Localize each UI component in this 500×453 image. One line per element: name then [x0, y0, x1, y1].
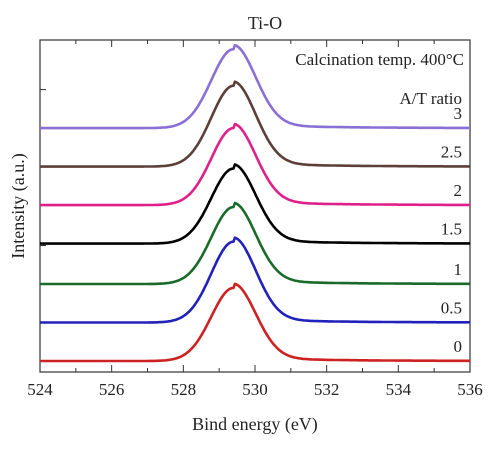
chart-title: Ti-O	[248, 13, 282, 33]
series-line-3	[40, 43, 470, 130]
x-tick-label: 532	[314, 380, 340, 399]
series-curves	[40, 43, 470, 363]
x-tick-label: 534	[386, 380, 412, 399]
x-tick-label: 528	[171, 380, 197, 399]
series-label: 0.5	[441, 299, 462, 318]
series-line-1.5	[40, 163, 470, 245]
series-line-0.5	[40, 236, 470, 324]
x-axis-ticks: 524 526 528 530 532 534 536	[27, 40, 483, 399]
series-label: 2.5	[441, 143, 462, 162]
x-axis-label: Bind energy (eV)	[192, 414, 318, 435]
x-tick-label: 524	[27, 380, 53, 399]
series-line-1	[40, 201, 470, 286]
series-label: 1	[454, 260, 463, 279]
x-tick-label: 536	[457, 380, 483, 399]
series-label: 0	[454, 337, 463, 356]
series-label: 3	[454, 104, 463, 123]
y-axis-label: Intensity (a.u.)	[8, 153, 29, 258]
series-line-2.5	[40, 80, 470, 168]
series-line-2	[40, 122, 470, 207]
legend-title: A/T ratio	[400, 89, 462, 108]
condition-annotation: Calcination temp. 400°C	[295, 50, 464, 69]
series-label: 2	[454, 181, 463, 200]
x-tick-label: 530	[242, 380, 268, 399]
series-label: 1.5	[441, 220, 462, 239]
series-line-0	[40, 282, 470, 363]
series-labels: 0 0.5 1 1.5 2 2.5 3	[441, 104, 462, 356]
x-tick-label: 526	[99, 380, 125, 399]
